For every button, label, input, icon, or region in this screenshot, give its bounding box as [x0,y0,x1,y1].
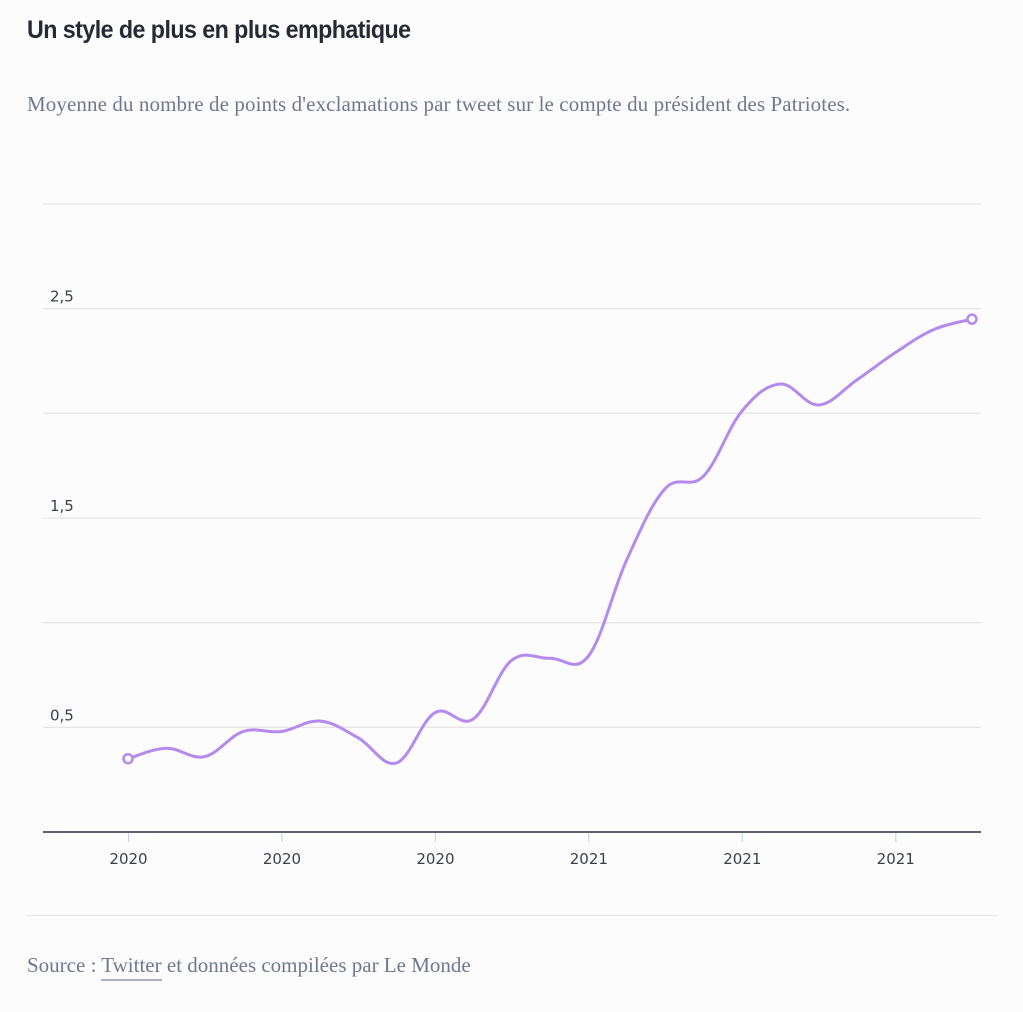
footer-divider [27,915,997,916]
source-suffix: et données compilées par Le Monde [161,953,471,977]
x-tick-label: 2021 [723,850,761,868]
x-tick-label: 2021 [877,850,915,868]
source-note: Source : Twitter et données compilées pa… [27,953,471,981]
y-tick-label: 1,5 [50,497,74,515]
endpoint-markers [122,313,978,765]
start-point-marker [122,752,134,765]
y-tick-label: 0,5 [50,706,74,724]
x-tick-label: 2021 [570,850,608,868]
y-tick-label: 2,5 [50,288,74,306]
y-axis-ticks: 0,5 1,5 2,5 [50,288,74,725]
series-line [126,317,974,765]
x-tick-label: 2020 [109,850,147,868]
end-point-marker [966,313,978,325]
source-link-twitter[interactable]: Twitter [101,953,162,981]
x-tick-label: 2020 [263,850,301,868]
x-axis-ticks: 2020 2020 2020 2021 2021 2021 [109,833,915,868]
source-prefix: Source : [27,953,102,977]
gridlines [43,203,981,728]
chart-subtitle: Moyenne du nombre de points d'exclamatio… [27,92,851,116]
line-chart: 0,5 1,5 2,5 2020 2020 2020 2021 2021 2021 [43,203,981,868]
chart-title: Un style de plus en plus emphatique [27,16,411,44]
x-tick-label: 2020 [416,850,454,868]
